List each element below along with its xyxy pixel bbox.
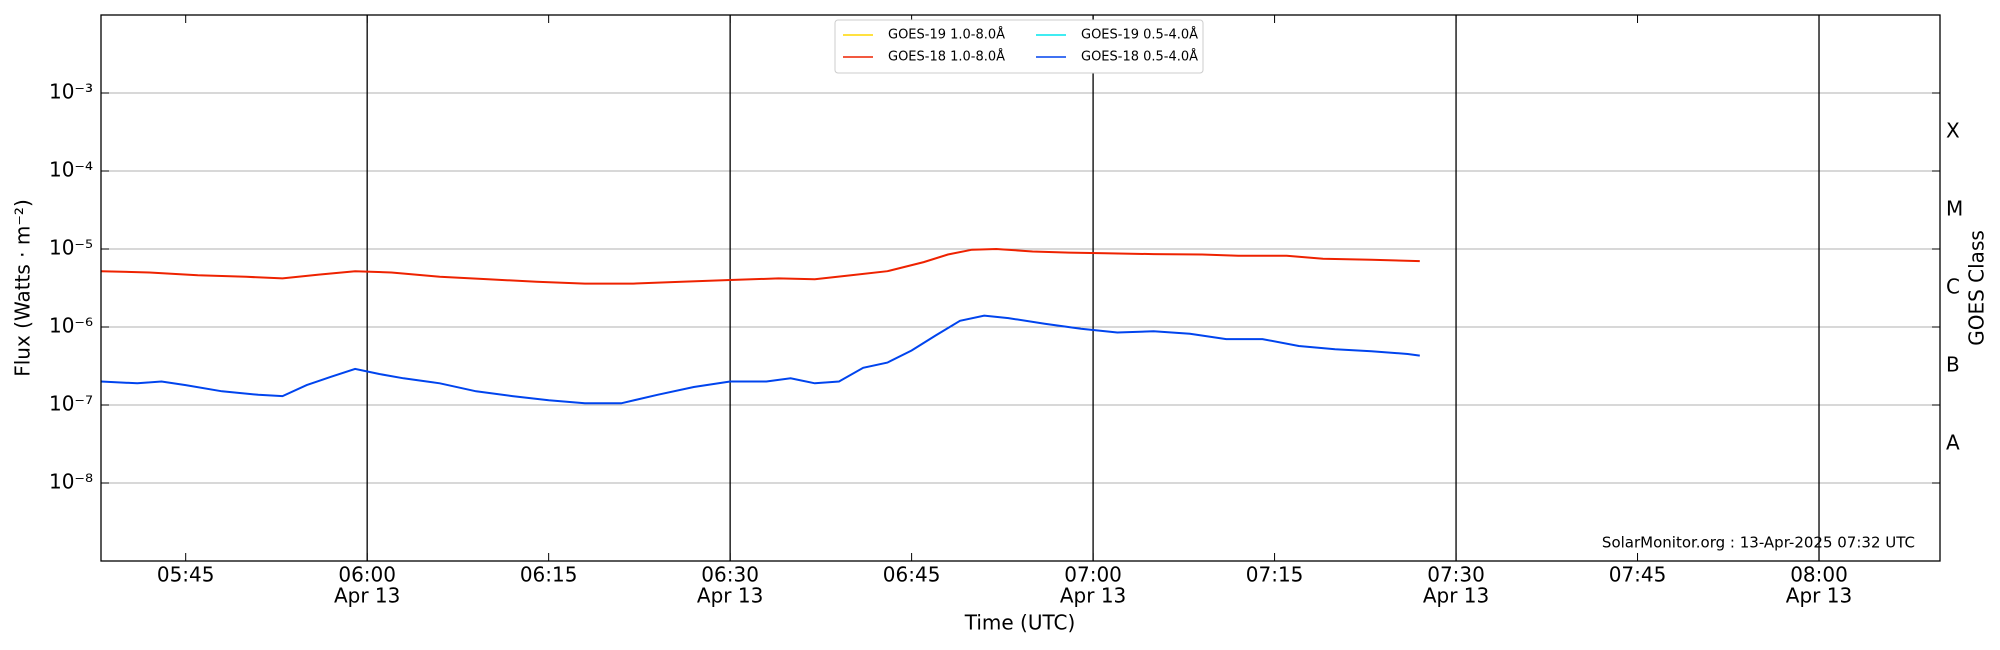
y-tick-label: 10⁻⁵ <box>49 236 93 260</box>
x-tick-date: Apr 13 <box>697 584 763 608</box>
x-tick-label: 08:00 <box>1790 563 1848 587</box>
y-tick-label: 10⁻⁶ <box>49 314 93 338</box>
y2-tick-label: B <box>1946 353 1960 377</box>
x-tick-label: 06:45 <box>883 563 941 587</box>
x-tick-label: 06:30 <box>701 563 759 587</box>
y2-tick-label: A <box>1946 431 1960 455</box>
x-tick-label: 07:00 <box>1064 563 1122 587</box>
plot-frame <box>100 14 1941 562</box>
x-tick-date: Apr 13 <box>1060 584 1126 608</box>
x-axis-label: Time (UTC) <box>964 611 1076 635</box>
legend-label: GOES-18 0.5-4.0Å <box>1081 49 1198 65</box>
x-tick-label: 06:00 <box>338 563 396 587</box>
y2-tick-label: M <box>1946 197 1963 221</box>
x-tick-label: 07:30 <box>1427 563 1485 587</box>
x-tick-label: 07:15 <box>1246 563 1304 587</box>
legend-label: GOES-18 1.0-8.0Å <box>888 49 1005 65</box>
y-tick-label: 10⁻⁸ <box>49 470 93 494</box>
y-tick-label: 10⁻⁷ <box>49 392 93 416</box>
x-tick-label: 06:15 <box>520 563 578 587</box>
y-tick-label: 10⁻³ <box>49 80 93 104</box>
x-tick-date: Apr 13 <box>1786 584 1852 608</box>
series-line <box>100 247 1420 285</box>
series-line <box>100 314 1420 405</box>
y-tick-label: 10⁻⁴ <box>49 158 93 182</box>
y-axis-label: Flux (Watts · m⁻²) <box>11 199 35 377</box>
x-tick-date: Apr 13 <box>334 584 400 608</box>
x-tick-date: Apr 13 <box>1423 584 1489 608</box>
x-tick-label: 07:45 <box>1609 563 1667 587</box>
legend-box <box>834 19 1204 74</box>
y2-axis-label: GOES Class <box>1965 230 1989 346</box>
annotation: SolarMonitor.org : 13-Apr-2025 07:32 UTC <box>1602 534 1915 552</box>
y2-tick-label: X <box>1946 119 1960 143</box>
y2-tick-label: C <box>1946 275 1960 299</box>
legend-label: GOES-19 1.0-8.0Å <box>888 27 1005 43</box>
legend-label: GOES-19 0.5-4.0Å <box>1081 27 1198 43</box>
x-tick-label: 05:45 <box>157 563 215 587</box>
plot-area <box>101 15 1940 561</box>
